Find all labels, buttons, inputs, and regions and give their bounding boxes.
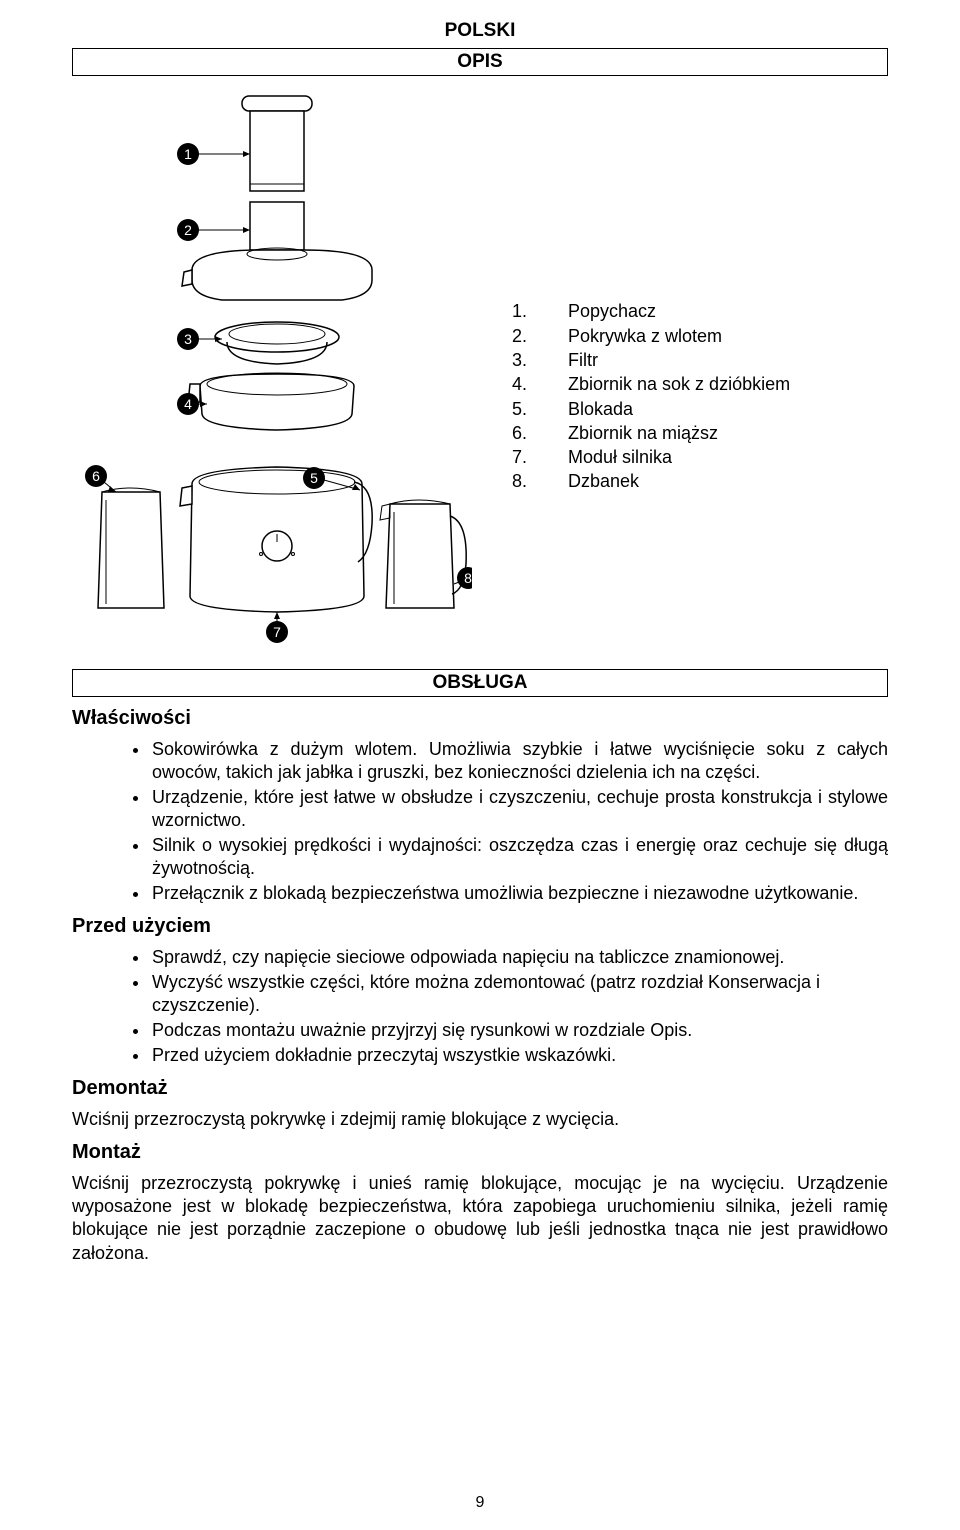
list-item: Silnik o wysokiej prędkości i wydajności… (150, 834, 888, 880)
before-use-heading: Przed użyciem (72, 915, 888, 938)
list-item: 2.Pokrywka z wlotem (512, 324, 888, 348)
list-item: Sprawdź, czy napięcie sieciowe odpowiada… (150, 946, 888, 969)
disassembly-text: Wciśnij przezroczystą pokrywkę i zdejmij… (72, 1108, 888, 1131)
assembly-heading: Montaż (72, 1141, 888, 1164)
callout-6: 6 (92, 468, 100, 484)
callout-5: 5 (310, 470, 318, 486)
section-heading-description: OPIS (72, 48, 888, 76)
before-use-list: Sprawdź, czy napięcie sieciowe odpowiada… (72, 946, 888, 1067)
list-item: Sokowirówka z dużym wlotem. Umożliwia sz… (150, 738, 888, 784)
callout-2: 2 (184, 222, 192, 238)
list-item: Wyczyść wszystkie części, które można zd… (150, 971, 888, 1017)
properties-list: Sokowirówka z dużym wlotem. Umożliwia sz… (72, 738, 888, 905)
list-item: 7.Moduł silnika (512, 445, 888, 469)
page-number: 9 (0, 1494, 960, 1512)
section-heading-usage: OBSŁUGA (72, 669, 888, 697)
assembly-text: Wciśnij przezroczystą pokrywkę i unieś r… (72, 1172, 888, 1264)
properties-heading: Właściwości (72, 707, 888, 730)
parts-list: 1.Popychacz 2.Pokrywka z wlotem 3.Filtr … (512, 239, 888, 493)
callout-4: 4 (184, 396, 192, 412)
description-area: 1 2 3 4 5 6 (72, 84, 888, 649)
list-item: Podczas montażu uważnie przyjrzyj się ry… (150, 1019, 888, 1042)
exploded-diagram: 1 2 3 4 5 6 (72, 84, 472, 649)
list-item: 3.Filtr (512, 348, 888, 372)
language-label: POLSKI (72, 20, 888, 42)
list-item: Przełącznik z blokadą bezpieczeństwa umo… (150, 882, 888, 905)
list-item: 5.Blokada (512, 397, 888, 421)
disassembly-heading: Demontaż (72, 1077, 888, 1100)
list-item: 8.Dzbanek (512, 469, 888, 493)
list-item: 1.Popychacz (512, 299, 888, 323)
list-item: Przed użyciem dokładnie przeczytaj wszys… (150, 1044, 888, 1067)
callout-8: 8 (464, 570, 472, 586)
list-item: 4.Zbiornik na sok z dzióbkiem (512, 372, 888, 396)
callout-1: 1 (184, 146, 192, 162)
callout-3: 3 (184, 331, 192, 347)
list-item: 6.Zbiornik na miąższ (512, 421, 888, 445)
list-item: Urządzenie, które jest łatwe w obsłudze … (150, 786, 888, 832)
callout-7: 7 (273, 624, 281, 640)
